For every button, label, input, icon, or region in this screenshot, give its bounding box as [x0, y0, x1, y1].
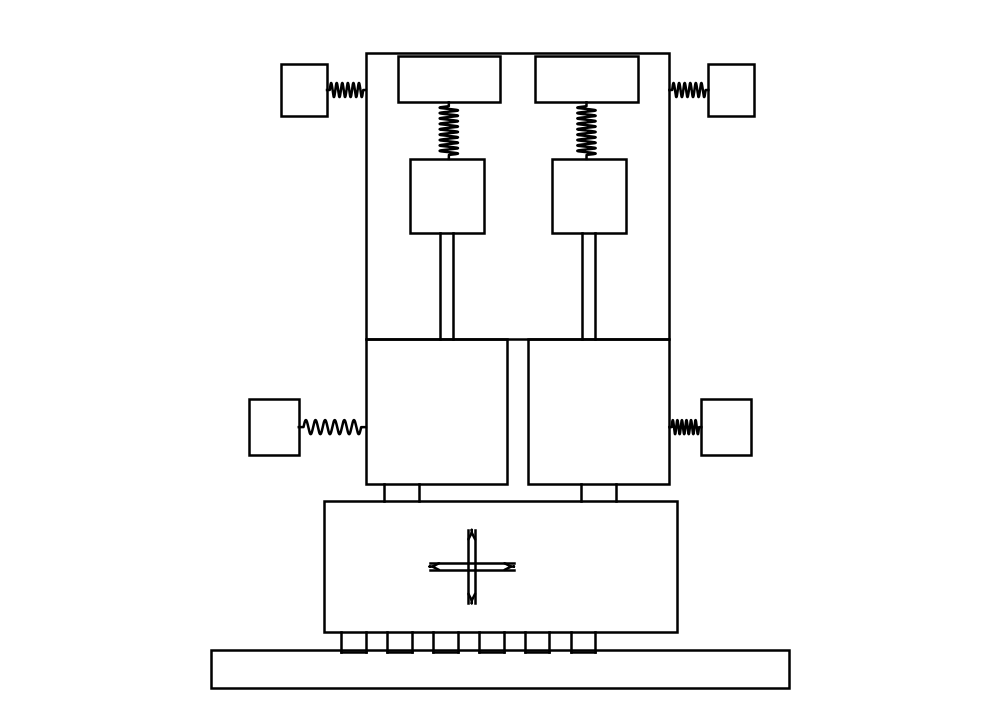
Bar	[324, 501, 677, 632]
Bar	[281, 64, 327, 116]
Bar	[410, 159, 484, 233]
Bar	[249, 399, 299, 455]
Bar	[366, 339, 507, 484]
Bar	[701, 399, 751, 455]
Bar	[708, 64, 754, 116]
Bar	[528, 339, 669, 484]
Bar	[398, 56, 500, 102]
Bar	[211, 650, 789, 688]
Bar	[552, 159, 626, 233]
Bar	[366, 53, 669, 339]
Bar	[535, 56, 638, 102]
